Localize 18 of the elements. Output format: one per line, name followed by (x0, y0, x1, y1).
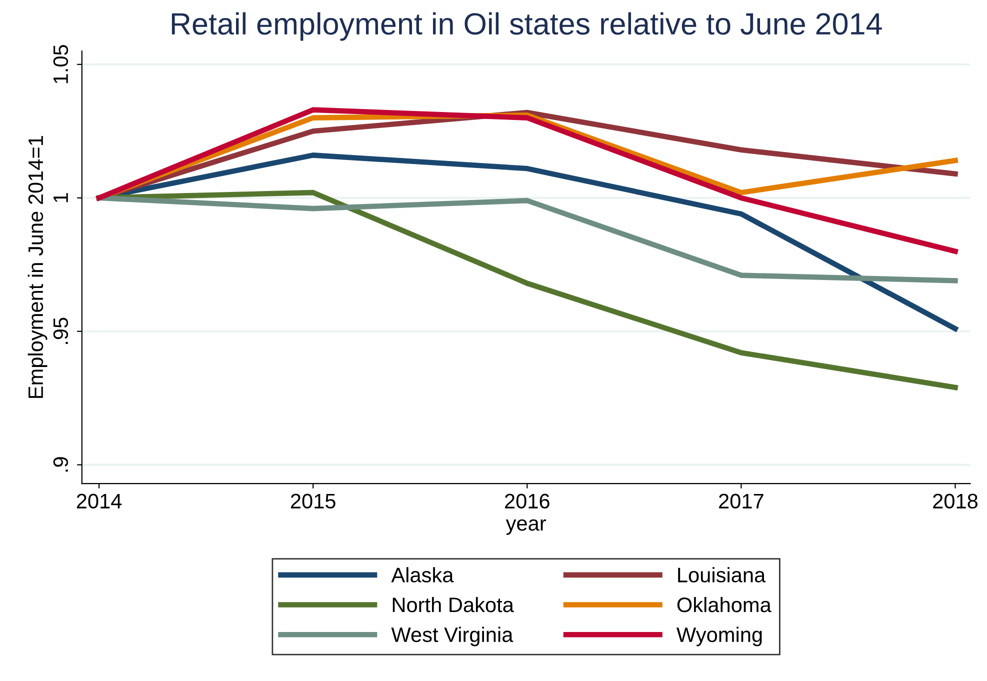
legend-label: Wyoming (676, 626, 762, 646)
chart-title: Retail employment in Oil states relative to June 2014 (172, 12, 882, 41)
legend-label: North Dakota (392, 596, 514, 612)
legend-label: West Virginia (391, 626, 514, 646)
x-axis-title: year (506, 519, 546, 535)
y-tick-label: .9 (53, 457, 68, 472)
y-axis-title: Employment in June 2014=1 (28, 136, 48, 398)
x-tick-label: 2016 (505, 494, 550, 509)
x-tick-label: 2015 (290, 494, 336, 509)
x-tick-label: 2017 (719, 494, 764, 509)
legend-label: Oklahoma (677, 596, 772, 612)
y-tick-label: .95 (53, 318, 68, 344)
legend-label: Alaska (391, 567, 454, 582)
x-tick-label: 2014 (76, 494, 122, 509)
y-tick-label: 1.05 (53, 45, 68, 84)
legend-label: Louisiana (678, 567, 766, 582)
x-tick-label: 2018 (933, 494, 978, 509)
y-tick-label: 1 (54, 193, 68, 202)
